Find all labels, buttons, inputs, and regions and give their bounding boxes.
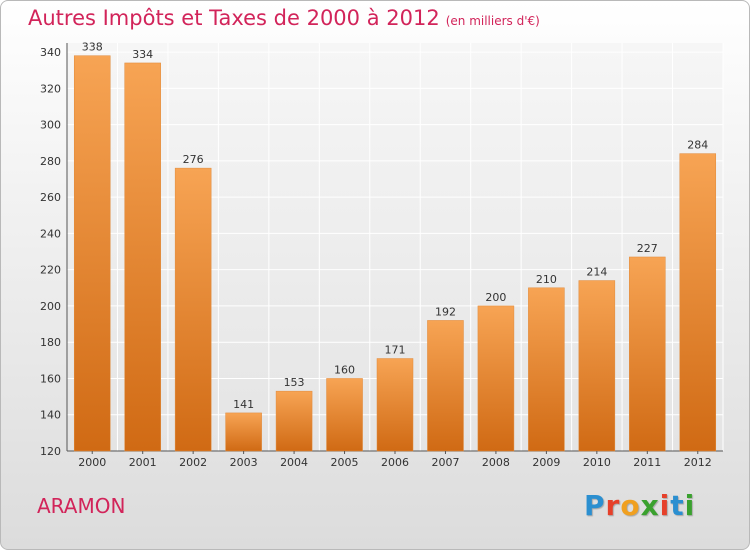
y-tick-label: 120 <box>40 445 61 458</box>
bar <box>225 412 262 452</box>
bar <box>427 320 464 452</box>
y-tick-label: 180 <box>40 336 61 349</box>
bar <box>275 390 313 452</box>
data-label: 214 <box>586 266 607 279</box>
y-tick-label: 320 <box>40 82 61 95</box>
proxiti-logo: Proxiti <box>584 489 695 522</box>
x-tick-label: 2009 <box>532 456 560 469</box>
bar <box>376 358 414 452</box>
x-tick-label: 2011 <box>633 456 661 469</box>
logo-letter: P <box>584 489 606 522</box>
logo-letter: x <box>640 489 660 522</box>
y-tick-label: 340 <box>40 46 61 59</box>
bar <box>326 378 363 452</box>
data-label: 141 <box>233 398 254 411</box>
logo-letter: i <box>659 489 671 522</box>
bar <box>73 55 111 452</box>
bar <box>528 287 565 452</box>
y-tick-label: 140 <box>40 409 61 422</box>
data-label: 171 <box>385 344 406 357</box>
y-tick-label: 220 <box>40 264 61 277</box>
x-tick-label: 2006 <box>381 456 409 469</box>
data-label: 227 <box>637 242 658 255</box>
logo-letter: o <box>620 489 641 522</box>
logo-letter: r <box>605 489 621 522</box>
data-label: 210 <box>536 273 557 286</box>
commune-name: ARAMON <box>37 494 126 518</box>
bar <box>629 256 666 452</box>
y-tick-label: 300 <box>40 119 61 132</box>
x-tick-label: 2004 <box>280 456 308 469</box>
chart-title: Autres Impôts et Taxes de 2000 à 2012 (en… <box>28 6 540 30</box>
x-tick-label: 2012 <box>684 456 712 469</box>
y-tick-label: 260 <box>40 191 61 204</box>
data-label: 338 <box>82 41 103 54</box>
bar <box>578 280 616 452</box>
x-tick-label: 2010 <box>583 456 611 469</box>
y-tick-label: 160 <box>40 372 61 385</box>
x-tick-label: 2002 <box>179 456 207 469</box>
x-tick-label: 2001 <box>129 456 157 469</box>
data-label: 160 <box>334 363 355 376</box>
x-tick-label: 2008 <box>482 456 510 469</box>
y-tick-label: 200 <box>40 300 61 313</box>
data-label: 200 <box>485 291 506 304</box>
bar <box>174 167 212 452</box>
logo-letter: i <box>684 489 696 522</box>
bar <box>477 305 515 452</box>
y-tick-label: 240 <box>40 227 61 240</box>
x-tick-label: 2000 <box>78 456 106 469</box>
x-tick-label: 2003 <box>230 456 258 469</box>
data-label: 192 <box>435 305 456 318</box>
bar <box>679 153 717 452</box>
chart-title-text: Autres Impôts et Taxes de 2000 à 2012 <box>28 6 440 30</box>
logo-letter: t <box>670 489 685 522</box>
data-label: 276 <box>183 153 204 166</box>
x-tick-label: 2007 <box>431 456 459 469</box>
x-tick-label: 2005 <box>331 456 359 469</box>
data-label: 153 <box>284 376 305 389</box>
data-label: 334 <box>132 48 153 61</box>
data-label: 284 <box>687 139 708 152</box>
bar <box>124 62 161 452</box>
y-tick-label: 280 <box>40 155 61 168</box>
chart-subtitle: (en milliers d'€) <box>445 14 540 28</box>
